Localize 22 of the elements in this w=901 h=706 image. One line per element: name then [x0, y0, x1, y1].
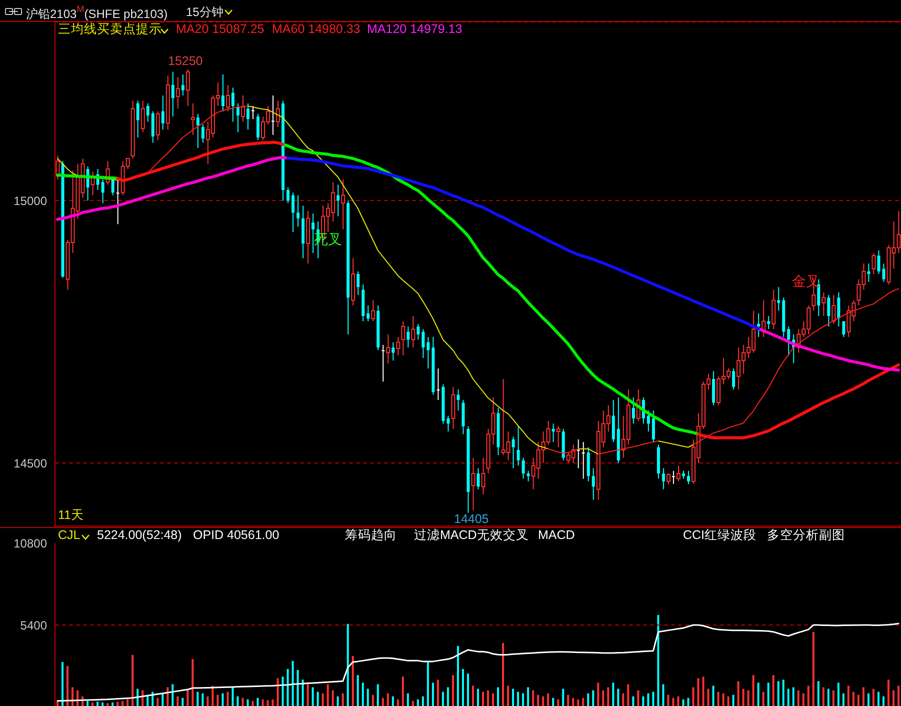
annotation: 金叉 — [792, 273, 820, 289]
text: CJL — [58, 528, 80, 543]
text: MACD — [538, 528, 575, 543]
text: OPID 40561.00 — [193, 528, 280, 543]
annotation: 三均线买卖点提示 — [58, 22, 162, 37]
annotation: MA120 14979.13 — [367, 22, 462, 37]
y-tick-label: 10800 — [14, 536, 48, 550]
text: 筹码趋向 — [345, 528, 397, 543]
y-tick-label: 14500 — [14, 456, 48, 470]
y-tick-label: 15000 — [14, 194, 48, 208]
text: 5224.00(52:48) — [97, 528, 182, 543]
annotation: 11天 — [58, 508, 84, 523]
annotation: MA20 15087.25 — [176, 22, 264, 37]
chart-title: 沪铅2103$^{M}$(SHFE pb2103) — [26, 4, 168, 22]
y-tick-label: 5400 — [20, 618, 48, 632]
annotation: MA60 14980.33 — [272, 22, 360, 37]
annotation: 15250 — [168, 54, 203, 69]
annotation: 14405 — [454, 512, 489, 527]
text: 过滤MACD无效交叉 — [414, 528, 529, 543]
text: CCI红绿波段 — [683, 528, 757, 543]
chart-subtitle: 15分钟 — [186, 4, 224, 21]
text: 多空分析副图 — [767, 528, 845, 543]
